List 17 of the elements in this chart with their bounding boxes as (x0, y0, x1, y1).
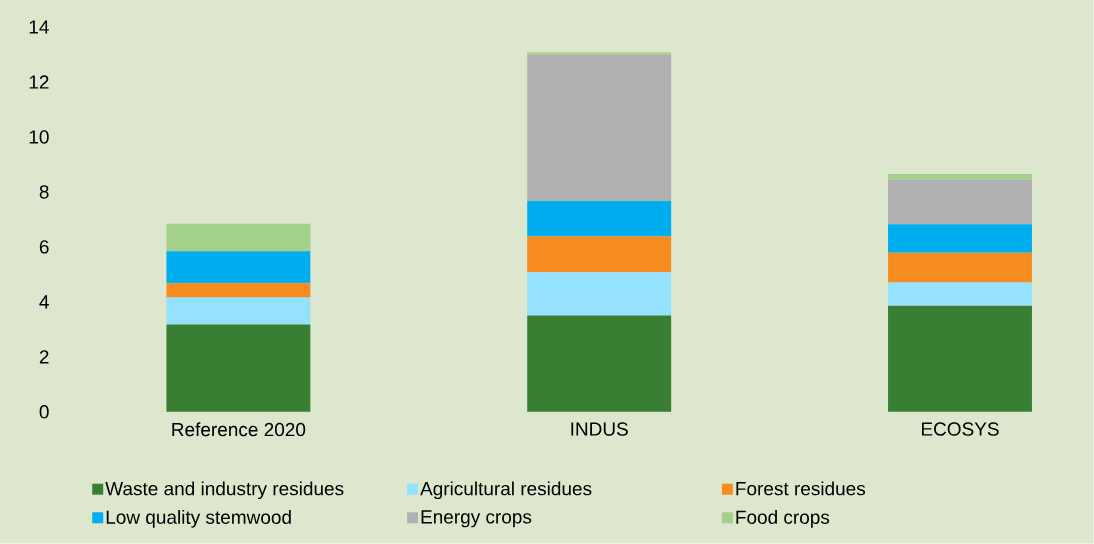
y-tick-label: 14 (29, 20, 49, 34)
legend-label: Agricultural residues (420, 481, 592, 500)
y-tick-label: 12 (29, 75, 49, 89)
x-tick-label: Reference 2020 (172, 422, 306, 437)
y-tick-label: 10 (29, 130, 49, 144)
y-tick-label: 2 (39, 350, 49, 364)
legend-label: Energy crops (421, 510, 532, 528)
y-tick-label: 0 (39, 405, 49, 419)
legend-label: Food crops (736, 510, 830, 528)
y-tick-label: 6 (39, 240, 49, 254)
legend-label: Low quality stemwood (106, 510, 291, 528)
x-tick-label: ECOSYS (921, 422, 999, 436)
legend-label: Forest residues (736, 481, 866, 496)
x-tick-label: INDUS (571, 422, 628, 436)
legend-label: Waste and industry residues (105, 481, 344, 500)
y-tick-label: 4 (39, 295, 49, 309)
y-tick-label: 8 (39, 185, 49, 199)
